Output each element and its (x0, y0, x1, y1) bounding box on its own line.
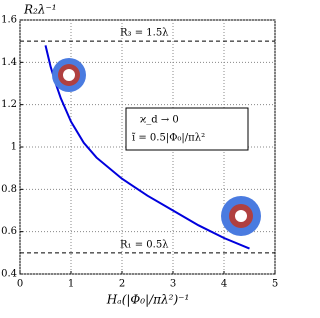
ring-icon (221, 196, 261, 236)
y-tick-label: 1.6 (1, 15, 17, 26)
y-axis-label: R₂λ⁻¹ (23, 3, 57, 17)
annotation: ϰ_d → 0 (140, 115, 179, 126)
x-tick-label: 1 (68, 279, 74, 290)
annotation-box (125, 107, 249, 151)
y-tick-label: 1 (11, 142, 17, 153)
y-tick-label: 0.6 (1, 226, 17, 237)
y-tick-label: 1.4 (1, 57, 17, 68)
x-axis-label: Hₐ(|Φ₀|/πλ²)⁻¹ (106, 293, 190, 307)
chart: R₂λ⁻¹ Hₐ(|Φ₀|/πλ²)⁻¹ 0 1 2 3 4 5 0.4 0.6 0.8 1 1.2… (1, 3, 278, 307)
x-tick-label: 3 (170, 279, 176, 290)
ring-icon (52, 58, 86, 92)
x-tick-label: 4 (221, 279, 227, 290)
y-tick-label: 1.2 (1, 99, 17, 110)
reference-label: R₃ = 1.5λ (120, 28, 169, 39)
reference-label: R₁ = 0.5λ (120, 239, 169, 250)
x-tick-label: 0 (17, 279, 23, 290)
y-tick-label: 0.8 (1, 184, 17, 195)
y-tick-label: 0.4 (1, 269, 17, 280)
x-tick-label: 5 (272, 279, 278, 290)
x-tick-label: 2 (119, 279, 125, 290)
annotation: ĩ = 0.5|Φ₀|/πλ² (131, 133, 205, 144)
